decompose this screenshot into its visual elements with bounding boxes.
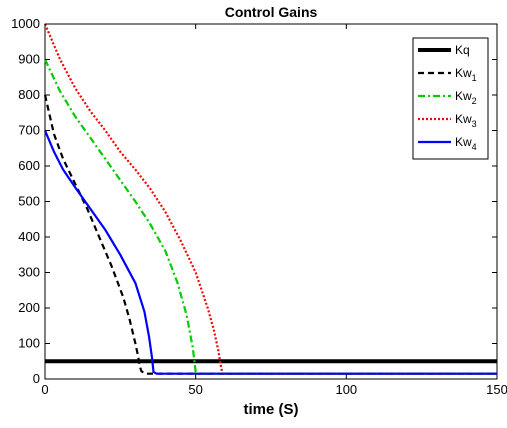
y-tick-label: 700 (18, 123, 40, 138)
x-tick-label: 0 (41, 382, 48, 397)
series-line-kw3 (43, 23, 497, 375)
y-tick-label: 900 (18, 52, 40, 67)
y-tick-label: 600 (18, 158, 40, 173)
y-tick-label: 100 (18, 336, 40, 351)
series-line-kw1 (43, 94, 497, 375)
x-axis-label: time (S) (243, 401, 298, 418)
y-tick-label: 200 (18, 300, 40, 315)
axis-layer: 0 50 100 150 0 100 200 300 400 500 600 700 800 900 100… (11, 16, 507, 397)
y-tick-label: 500 (18, 194, 40, 209)
y-tick-label: 300 (18, 265, 40, 280)
legend-label-kw1: Kw1 (455, 66, 477, 83)
series-layer (43, 23, 497, 375)
y-tick-label: 1000 (11, 16, 40, 31)
series-line-kw2 (44, 59, 497, 375)
y-tick-label: 400 (18, 229, 40, 244)
legend-label-kw3: Kw3 (455, 112, 477, 129)
series-line-kw4 (43, 130, 497, 375)
legend-label-kw2: Kw2 (455, 89, 477, 106)
y-tick-label: 0 (33, 371, 40, 386)
x-tick-label: 150 (486, 382, 507, 397)
legend: Kq Kw1 Kw2 Kw3 Kw4 (412, 37, 489, 160)
legend-label-kq: Kq (455, 43, 470, 57)
chart-title: Control Gains (225, 4, 318, 20)
legend-label-kw4: Kw4 (455, 135, 477, 152)
x-tick-label: 50 (188, 382, 202, 397)
x-tick-label: 100 (335, 382, 357, 397)
y-tick-label: 800 (18, 87, 40, 102)
legend-box (412, 37, 489, 160)
